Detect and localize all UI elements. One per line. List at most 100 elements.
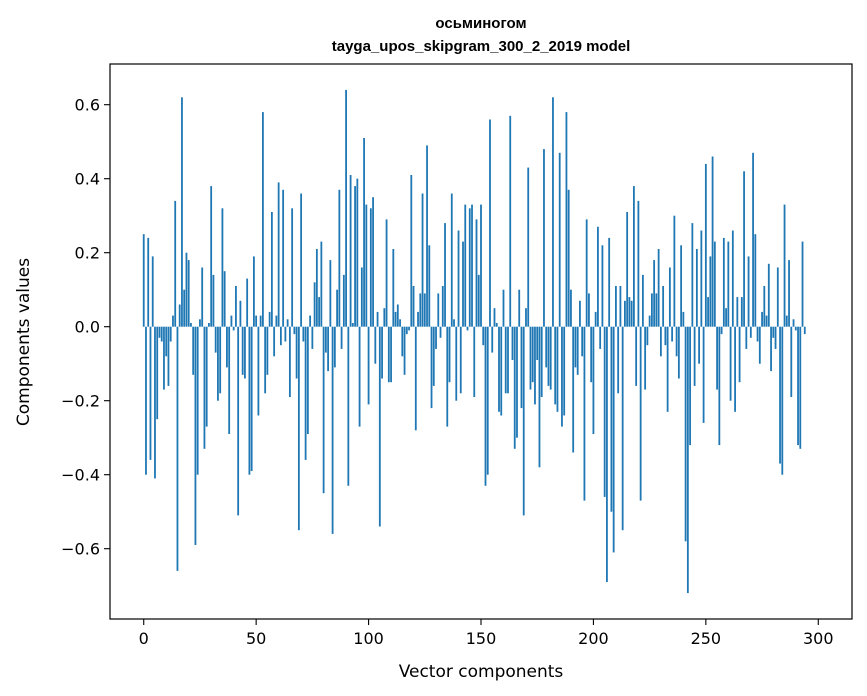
- bar: [226, 326, 228, 368]
- bar: [592, 326, 595, 434]
- bar: [785, 315, 788, 327]
- bar: [619, 286, 622, 327]
- bar: [779, 326, 781, 464]
- bar: [417, 311, 419, 327]
- bar: [279, 326, 282, 346]
- bar: [293, 326, 296, 335]
- bar: [477, 274, 480, 327]
- bar: [360, 267, 363, 327]
- bar: [543, 149, 545, 327]
- bar: [610, 326, 613, 512]
- bar: [253, 256, 255, 327]
- bar: [677, 326, 680, 379]
- bar: [740, 297, 743, 327]
- x-tick-label: 300: [803, 629, 834, 648]
- bar: [574, 326, 577, 368]
- chart-title: осьминогом: [435, 15, 526, 32]
- bar: [169, 326, 172, 342]
- bar: [149, 326, 152, 460]
- bar: [702, 326, 705, 423]
- bar: [192, 326, 195, 375]
- bar: [707, 297, 709, 327]
- bar: [399, 319, 401, 327]
- x-tick-label: 100: [353, 629, 384, 648]
- bar: [682, 311, 685, 327]
- bar: [601, 245, 604, 327]
- bar: [156, 326, 159, 420]
- bar: [756, 326, 759, 342]
- bar: [635, 326, 638, 386]
- bar: [525, 308, 527, 327]
- bar: [489, 119, 491, 327]
- bar: [644, 326, 647, 390]
- bar: [300, 193, 303, 327]
- bar: [646, 326, 649, 346]
- bar: [491, 326, 494, 353]
- bar: [412, 286, 415, 327]
- plot-frame: [109, 63, 853, 620]
- y-tick-label: −0.6: [61, 540, 100, 559]
- bar: [219, 326, 222, 394]
- bar: [529, 326, 532, 390]
- bar: [536, 326, 539, 360]
- bar: [275, 315, 278, 327]
- bar: [394, 311, 397, 327]
- bar: [797, 326, 799, 446]
- bar: [448, 326, 451, 383]
- bar: [145, 326, 147, 475]
- bar: [306, 326, 309, 434]
- x-axis-label: Vector components: [399, 662, 564, 682]
- bar: [783, 204, 786, 327]
- bar: [201, 267, 204, 327]
- bar: [342, 274, 345, 327]
- bar: [311, 326, 314, 349]
- bar: [284, 326, 287, 342]
- bar: [567, 189, 570, 327]
- bar: [718, 326, 721, 446]
- bar: [583, 326, 586, 501]
- bar: [770, 326, 772, 372]
- bar: [585, 219, 588, 327]
- bar: [257, 326, 260, 416]
- bar: [230, 315, 233, 327]
- bar: [493, 308, 496, 327]
- bar: [142, 234, 145, 327]
- bar: [594, 311, 597, 327]
- bar: [365, 204, 368, 327]
- bar: [333, 326, 336, 368]
- x-axis: 0 50 100 150 200 250 300: [139, 619, 834, 648]
- bar: [482, 326, 485, 346]
- bar: [203, 326, 206, 449]
- bar: [426, 145, 428, 327]
- y-tick-label: −0.2: [61, 392, 100, 411]
- bar: [176, 326, 179, 571]
- bar: [486, 326, 489, 475]
- bar: [556, 326, 559, 412]
- bar: [641, 274, 644, 327]
- bar: [704, 163, 707, 327]
- x-tick-label: 200: [578, 629, 609, 648]
- bar: [302, 326, 305, 342]
- bar: [217, 326, 219, 401]
- bar: [621, 326, 624, 531]
- bar: [509, 115, 512, 327]
- bar: [158, 326, 161, 338]
- bar: [235, 286, 237, 327]
- x-tick-label: 50: [246, 629, 266, 648]
- bar: [462, 241, 464, 327]
- bar: [763, 286, 766, 327]
- bar: [435, 326, 437, 349]
- bar: [475, 219, 478, 327]
- bar: [597, 226, 599, 327]
- bar: [244, 326, 246, 379]
- bar: [464, 204, 467, 327]
- bar: [313, 282, 316, 327]
- bar: [473, 326, 476, 397]
- bar: [531, 326, 534, 383]
- bar: [572, 326, 575, 453]
- bar: [758, 326, 761, 364]
- bar: [446, 326, 449, 427]
- x-tick-label: 250: [691, 629, 722, 648]
- bar: [680, 245, 683, 327]
- bar: [747, 256, 750, 327]
